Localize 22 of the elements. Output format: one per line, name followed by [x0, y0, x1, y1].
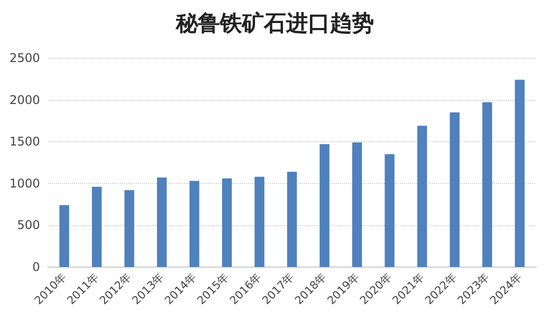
bar [156, 178, 167, 267]
bar [59, 205, 70, 267]
bar [417, 126, 428, 267]
y-tick-label: 2000 [9, 92, 40, 107]
y-tick-label: 1000 [9, 176, 40, 190]
bar [222, 178, 232, 267]
bar [514, 80, 525, 267]
bar [482, 102, 492, 267]
y-tick-label: 500 [17, 218, 40, 232]
bar [450, 112, 460, 267]
bar [352, 142, 362, 267]
bar [190, 180, 200, 267]
bar [287, 172, 297, 267]
bar [254, 176, 264, 267]
y-tick-label: 2500 [9, 51, 40, 65]
chart-title: 秘鲁铁矿石进口趋势 [175, 10, 374, 36]
bar [320, 144, 330, 267]
bar [384, 154, 394, 267]
bar [124, 190, 134, 267]
y-tick-label: 0 [32, 260, 40, 274]
y-tick-label: 1500 [9, 134, 40, 149]
bar [92, 186, 102, 267]
